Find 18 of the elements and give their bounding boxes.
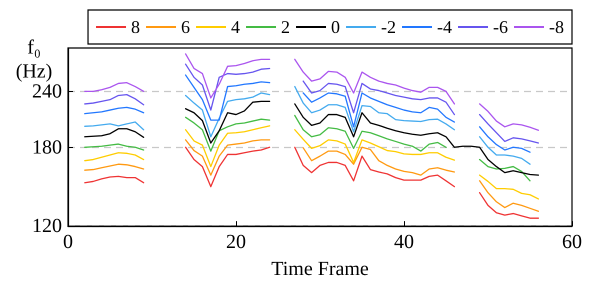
y-axis-title: f₀ (Hz) <box>16 36 52 82</box>
x-tick-label: 0 <box>63 231 73 254</box>
legend-label: 4 <box>231 17 240 37</box>
legend-label: 0 <box>331 17 340 37</box>
y-tick-label: 120 <box>32 215 62 238</box>
legend-label: 2 <box>281 17 290 37</box>
x-tick-label: 40 <box>394 231 414 254</box>
y-tick-label: 180 <box>32 136 62 158</box>
legend-label: -8 <box>549 17 564 37</box>
y-tick-label: 240 <box>32 80 62 102</box>
x-tick-label: 20 <box>226 231 246 254</box>
legend-label: -2 <box>381 17 396 37</box>
legend-label: 6 <box>181 17 190 37</box>
legend-label: -4 <box>437 17 452 37</box>
x-tick-label: 60 <box>562 231 582 254</box>
x-axis-title: Time Frame <box>271 258 369 280</box>
legend-label: 8 <box>131 17 140 37</box>
legend-label: -6 <box>493 17 508 37</box>
